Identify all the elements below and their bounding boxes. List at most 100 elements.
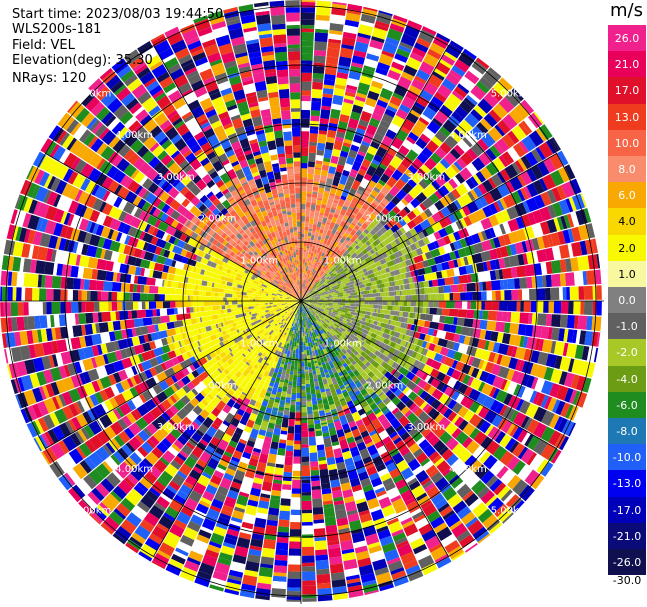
range-gate: [333, 223, 340, 230]
range-gate: [346, 194, 354, 202]
range-gate: [313, 217, 319, 223]
range-gate: [294, 360, 298, 365]
range-gate: [313, 249, 318, 254]
range-gate: [317, 272, 321, 277]
range-gate: [331, 280, 338, 285]
range-gate: [307, 253, 311, 258]
range-gate: [293, 444, 301, 450]
range-gate: [440, 171, 451, 183]
range-gate: [369, 194, 376, 199]
range-gate: [288, 564, 301, 572]
range-gate: [422, 106, 437, 120]
range-gate: [380, 202, 386, 208]
range-gate: [381, 135, 394, 148]
range-gate: [304, 265, 307, 268]
range-gate: [320, 287, 325, 291]
range-gate: [427, 233, 437, 243]
range-gate: [357, 189, 364, 194]
range-gate: [439, 126, 451, 138]
range-gate: [347, 216, 354, 224]
range-gate: [396, 290, 400, 296]
range-gate: [371, 80, 384, 90]
range-gate: [420, 288, 425, 295]
range-gate: [394, 178, 406, 191]
range-gate: [357, 242, 363, 248]
range-gate: [382, 81, 396, 92]
range-gate: [403, 64, 418, 77]
range-gate: [336, 72, 349, 80]
range-gate: [380, 292, 386, 297]
range-gate: [360, 110, 372, 123]
range-gate: [463, 48, 477, 60]
range-gate: [550, 170, 565, 187]
range-gate: [323, 157, 331, 163]
range-gate: [417, 268, 426, 276]
range-gate: [282, 385, 288, 392]
range-gate: [364, 301, 369, 305]
range-gate: [402, 224, 411, 233]
range-gate: [486, 291, 493, 301]
range-gate: [400, 126, 411, 135]
range-gate: [488, 214, 499, 227]
range-gate: [312, 281, 315, 284]
range-gate: [306, 193, 312, 198]
range-gate: [343, 215, 349, 220]
range-gate: [309, 452, 318, 462]
range-gate: [586, 316, 593, 331]
range-gate: [427, 242, 437, 251]
range-gate: [324, 190, 330, 194]
range-gate: [326, 56, 339, 65]
range-gate: [358, 245, 366, 252]
range-gate: [357, 294, 360, 298]
range-gate: [376, 99, 388, 109]
range-gate: [354, 255, 360, 261]
range-gate: [301, 468, 311, 477]
range-gate: [529, 288, 537, 300]
range-gate: [372, 225, 380, 234]
range-gate: [304, 298, 306, 300]
range-gate: [320, 248, 324, 253]
range-gate: [311, 290, 316, 295]
range-gate: [337, 280, 342, 285]
range-gate: [467, 191, 476, 202]
range-gate: [302, 332, 305, 337]
range-gate: [462, 205, 471, 216]
range-gate: [504, 164, 519, 179]
range-gate: [448, 178, 458, 189]
range-gate: [303, 251, 306, 257]
range-gate: [292, 470, 301, 477]
range-gate: [353, 134, 364, 144]
range-gate: [332, 270, 337, 275]
range-gate: [319, 278, 323, 281]
range-gate: [423, 301, 429, 308]
range-gate: [317, 291, 323, 295]
range-gate: [301, 72, 312, 82]
range-gate: [439, 217, 449, 229]
range-gate: [328, 283, 333, 287]
range-gate: [439, 141, 452, 154]
range-gate: [454, 301, 463, 309]
range-gate: [376, 288, 381, 293]
range-gate: [305, 378, 310, 381]
range-gate: [486, 320, 497, 331]
range-gate: [321, 284, 325, 288]
range-gate: [364, 218, 372, 226]
range-gate: [301, 391, 306, 397]
range-gate: [315, 252, 320, 258]
range-gate: [501, 133, 516, 149]
range-gate: [284, 456, 293, 466]
range-gate: [478, 281, 483, 291]
range-gate: [336, 283, 341, 287]
range-gate: [368, 301, 374, 305]
range-gate: [311, 250, 315, 254]
range-gate: [297, 322, 299, 324]
range-gate: [349, 248, 356, 255]
range-gate: [273, 427, 281, 436]
range-gate: [308, 252, 312, 255]
range-gate: [394, 238, 401, 245]
range-gate: [463, 97, 476, 109]
range-gate: [332, 1, 347, 6]
range-gate: [356, 36, 370, 45]
range-gate: [360, 291, 365, 295]
range-gate: [497, 183, 511, 198]
